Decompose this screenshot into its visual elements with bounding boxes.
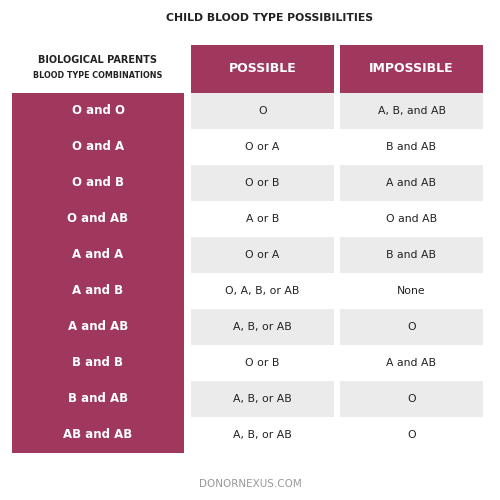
FancyBboxPatch shape	[12, 345, 184, 381]
FancyBboxPatch shape	[191, 45, 334, 93]
FancyBboxPatch shape	[12, 237, 184, 273]
FancyBboxPatch shape	[191, 309, 334, 345]
Text: A, B, or AB: A, B, or AB	[233, 322, 292, 332]
Text: A, B, or AB: A, B, or AB	[233, 430, 292, 440]
Text: A, B, and AB: A, B, and AB	[378, 106, 446, 116]
Text: A and AB: A and AB	[68, 320, 128, 334]
FancyBboxPatch shape	[191, 129, 334, 165]
FancyBboxPatch shape	[191, 381, 334, 417]
Text: B and AB: B and AB	[386, 250, 436, 260]
Text: A, B, or AB: A, B, or AB	[233, 394, 292, 404]
FancyBboxPatch shape	[12, 381, 184, 417]
FancyBboxPatch shape	[340, 381, 483, 417]
Text: O or B: O or B	[246, 358, 280, 368]
FancyBboxPatch shape	[340, 345, 483, 381]
FancyBboxPatch shape	[12, 309, 184, 345]
FancyBboxPatch shape	[12, 129, 184, 165]
FancyBboxPatch shape	[12, 273, 184, 309]
Text: O or B: O or B	[246, 178, 280, 188]
Text: O and AB: O and AB	[68, 212, 128, 226]
FancyBboxPatch shape	[191, 273, 334, 309]
FancyBboxPatch shape	[191, 201, 334, 237]
FancyBboxPatch shape	[340, 165, 483, 201]
Text: A and B: A and B	[72, 284, 124, 298]
FancyBboxPatch shape	[340, 201, 483, 237]
FancyBboxPatch shape	[191, 237, 334, 273]
Text: POSSIBLE: POSSIBLE	[228, 62, 296, 76]
Text: A or B: A or B	[246, 214, 279, 224]
Text: O, A, B, or AB: O, A, B, or AB	[226, 286, 300, 296]
FancyBboxPatch shape	[340, 309, 483, 345]
FancyBboxPatch shape	[12, 93, 184, 129]
Text: O or A: O or A	[246, 142, 280, 152]
Text: O: O	[258, 106, 267, 116]
Text: O and B: O and B	[72, 176, 124, 190]
FancyBboxPatch shape	[12, 417, 184, 453]
FancyBboxPatch shape	[340, 417, 483, 453]
Text: BIOLOGICAL PARENTS: BIOLOGICAL PARENTS	[38, 55, 158, 65]
Text: B and AB: B and AB	[386, 142, 436, 152]
Text: DONORNEXUS.COM: DONORNEXUS.COM	[198, 479, 302, 489]
FancyBboxPatch shape	[12, 165, 184, 201]
Text: AB and AB: AB and AB	[64, 428, 132, 442]
Text: O and AB: O and AB	[386, 214, 437, 224]
FancyBboxPatch shape	[12, 201, 184, 237]
Text: BLOOD TYPE COMBINATIONS: BLOOD TYPE COMBINATIONS	[34, 72, 162, 80]
Text: None: None	[397, 286, 426, 296]
Text: O: O	[407, 322, 416, 332]
Text: O and O: O and O	[72, 104, 124, 118]
Text: CHILD BLOOD TYPE POSSIBILITIES: CHILD BLOOD TYPE POSSIBILITIES	[166, 13, 374, 23]
FancyBboxPatch shape	[340, 93, 483, 129]
FancyBboxPatch shape	[340, 129, 483, 165]
Text: A and AB: A and AB	[386, 178, 436, 188]
FancyBboxPatch shape	[340, 45, 483, 93]
FancyBboxPatch shape	[191, 165, 334, 201]
Text: O or A: O or A	[246, 250, 280, 260]
Text: O: O	[407, 394, 416, 404]
FancyBboxPatch shape	[191, 93, 334, 129]
Text: O and A: O and A	[72, 140, 124, 153]
Text: IMPOSSIBLE: IMPOSSIBLE	[369, 62, 454, 76]
Text: B and B: B and B	[72, 356, 124, 370]
FancyBboxPatch shape	[191, 417, 334, 453]
FancyBboxPatch shape	[191, 345, 334, 381]
Text: O: O	[407, 430, 416, 440]
Text: B and AB: B and AB	[68, 392, 128, 406]
Text: A and AB: A and AB	[386, 358, 436, 368]
Text: A and A: A and A	[72, 248, 124, 262]
FancyBboxPatch shape	[340, 273, 483, 309]
FancyBboxPatch shape	[340, 237, 483, 273]
